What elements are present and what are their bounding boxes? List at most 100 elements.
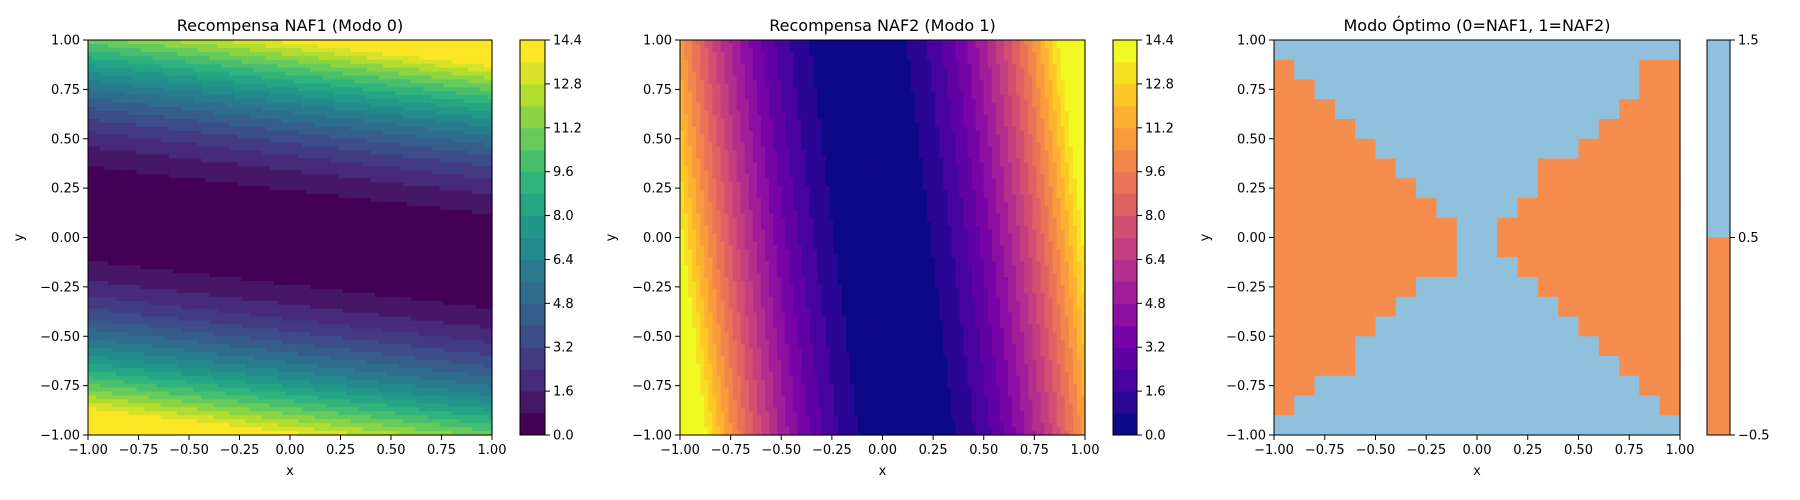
contour-cell [128,423,134,428]
contour-cell [180,107,186,112]
contour-cell [209,182,214,187]
contour-cell [217,269,222,274]
contour-cell [136,265,142,270]
contour-cell [176,115,182,120]
contour-cell [164,431,170,436]
contour-cell [172,213,178,219]
contour-cell [257,273,263,278]
contour-cell [281,201,287,207]
contour-cell [104,55,109,61]
contour-cell [184,356,190,361]
contour-cell [104,67,109,73]
contour-cell [245,174,251,179]
contour-cell [281,352,287,357]
contour-cell [237,63,243,69]
contour-cell [245,186,251,191]
contour-cell [213,221,218,227]
contour-cell [257,170,263,175]
contour-cell [213,348,218,353]
contour-cell [229,134,235,140]
contour-cell [180,348,186,353]
contour-cell [273,332,279,337]
contour-cell [217,344,222,349]
contour-cell [221,162,226,167]
contour-cell [112,344,117,349]
contour-cell [88,178,93,183]
contour-cell [237,59,243,65]
contour-cell [241,292,247,298]
contour-cell [225,229,230,235]
contour-cell [229,257,235,262]
contour-cell [233,324,239,329]
contour-cell [168,55,174,61]
contour-cell [265,249,271,254]
contour-cell [257,59,263,65]
contour-cell [225,91,230,96]
contour-cell [108,107,113,112]
contour-cell [180,273,186,278]
contour-cell [180,320,186,325]
contour-cell [144,154,150,160]
contour-cell [92,154,97,160]
contour-cell [285,47,291,53]
contour-cell [108,348,113,353]
contour-cell [120,304,125,310]
contour-cell [184,178,190,183]
contour-cell [104,277,109,282]
contour-cell [148,170,154,175]
contour-cell [221,67,226,73]
contour-cell [213,111,218,116]
contour-cell [245,103,251,108]
contour-cell [88,387,93,393]
contour-cell [269,312,275,318]
contour-cell [124,79,129,85]
contour-cell [164,399,170,404]
contour-cell [277,316,283,322]
contour-cell [237,217,243,223]
contour-cell [96,348,101,353]
contour-cell [261,427,267,432]
contour-cell [108,237,113,243]
contour-cell [193,99,198,104]
contour-cell [189,419,194,424]
contour-cell [96,375,101,381]
contour-cell [209,51,214,57]
contour-cell [249,328,255,333]
contour-cell [120,324,125,329]
contour-cell [257,51,263,57]
contour-cell [213,138,218,144]
contour-cell [136,119,142,124]
contour-cell [201,320,206,325]
contour-cell [233,138,239,144]
contour-cell [124,55,129,61]
contour-cell [184,237,190,243]
contour-cell [120,359,125,365]
contour-cell [176,395,182,401]
contour-cell [217,296,222,302]
contour-cell [241,359,247,365]
contour-cell [96,67,101,73]
contour-cell [197,194,202,199]
contour-cell [156,99,162,104]
contour-cell [124,328,129,333]
contour-cell [261,40,267,45]
contour-cell [265,431,271,436]
contour-cell [261,324,267,329]
contour-cell [193,387,198,393]
contour-cell [281,99,287,104]
contour-cell [164,324,170,329]
contour-cell [213,383,218,389]
contour-cell [265,348,271,353]
contour-cell [140,111,146,116]
contour-cell [241,383,247,389]
contour-cell [209,423,214,428]
contour-cell [92,201,97,207]
contour-cell [249,241,255,246]
contour-cell [92,367,97,373]
contour-cell [221,194,226,199]
contour-cell [277,261,283,266]
contour-cell [277,320,283,325]
contour-cell [176,130,182,136]
contour-cell [184,150,190,156]
contour-cell [221,344,226,349]
